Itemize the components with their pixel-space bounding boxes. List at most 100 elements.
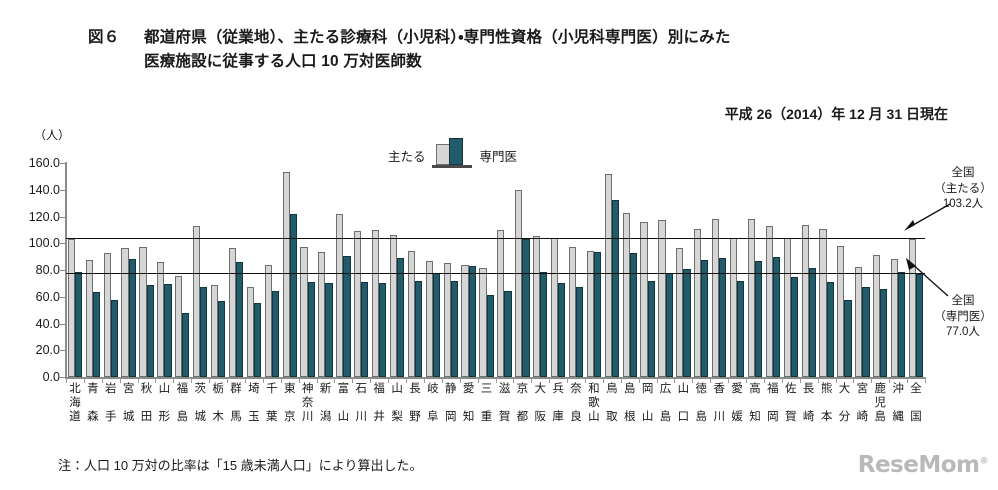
bar-spec[interactable] [200, 287, 208, 377]
bar-group[interactable] [889, 163, 907, 377]
bar-group[interactable] [245, 163, 263, 377]
bar-main[interactable] [819, 229, 827, 377]
bar-main[interactable] [103, 252, 111, 377]
bar-spec[interactable] [719, 257, 727, 377]
bar-main[interactable] [246, 286, 254, 377]
bar-group[interactable] [173, 163, 191, 377]
bar-group[interactable] [66, 163, 84, 377]
bar-main[interactable] [640, 221, 648, 377]
bar-group[interactable] [263, 163, 281, 377]
bar-main[interactable] [318, 251, 326, 377]
bar-group[interactable] [907, 163, 925, 377]
bar-spec[interactable] [379, 282, 387, 377]
bar-spec[interactable] [74, 272, 83, 377]
bar-main[interactable] [604, 173, 612, 377]
bar-spec[interactable] [218, 300, 226, 377]
bar-main[interactable] [300, 247, 308, 377]
bar-spec[interactable] [862, 286, 870, 377]
bar-spec[interactable] [647, 281, 655, 377]
bar-spec[interactable] [683, 268, 691, 377]
bar-main[interactable] [568, 246, 577, 377]
bar-spec[interactable] [916, 274, 924, 377]
bar-spec[interactable] [397, 257, 405, 377]
bar-group[interactable] [710, 163, 728, 377]
bar-main[interactable] [783, 237, 791, 377]
bar-spec[interactable] [844, 300, 852, 377]
bar-group[interactable] [281, 163, 299, 377]
bar-main[interactable] [747, 219, 755, 377]
bar-spec[interactable] [790, 276, 798, 377]
bar-spec[interactable] [271, 291, 279, 377]
bar-spec[interactable] [450, 281, 458, 377]
bar-group[interactable] [84, 163, 102, 377]
bar-group[interactable] [388, 163, 406, 377]
bar-group[interactable] [370, 163, 388, 377]
bar-group[interactable] [478, 163, 496, 377]
bar-group[interactable] [549, 163, 567, 377]
bar-main[interactable] [67, 238, 75, 377]
bar-group[interactable] [621, 163, 639, 377]
bar-main[interactable] [550, 237, 559, 377]
bar-main[interactable] [121, 247, 129, 377]
bar-spec[interactable] [253, 303, 262, 377]
bar-spec[interactable] [146, 285, 154, 377]
bar-spec[interactable] [236, 261, 244, 377]
bar-group[interactable] [155, 163, 173, 377]
bar-group[interactable] [853, 163, 871, 377]
bar-group[interactable] [836, 163, 854, 377]
bar-group[interactable] [424, 163, 442, 377]
bar-spec[interactable] [307, 282, 315, 377]
bar-main[interactable] [908, 238, 917, 377]
bar-main[interactable] [372, 229, 380, 377]
bar-main[interactable] [622, 212, 630, 377]
bar-group[interactable] [442, 163, 460, 377]
bar-group[interactable] [639, 163, 657, 377]
bar-spec[interactable] [504, 290, 512, 377]
bar-main[interactable] [676, 247, 684, 377]
bar-main[interactable] [264, 265, 272, 377]
bar-spec[interactable] [325, 282, 333, 377]
bar-spec[interactable] [289, 213, 297, 377]
bar-spec[interactable] [611, 200, 619, 377]
bar-spec[interactable] [629, 252, 637, 377]
bar-spec[interactable] [593, 251, 602, 377]
bar-group[interactable] [585, 163, 603, 377]
bar-spec[interactable] [754, 261, 763, 377]
bar-group[interactable] [209, 163, 227, 377]
bar-group[interactable] [102, 163, 120, 377]
bar-spec[interactable] [737, 280, 745, 377]
bar-group[interactable] [191, 163, 209, 377]
bar-main[interactable] [389, 234, 398, 377]
bar-group[interactable] [138, 163, 156, 377]
bar-spec[interactable] [361, 282, 369, 377]
bar-main[interactable] [837, 245, 845, 377]
bar-main[interactable] [354, 231, 362, 377]
bar-group[interactable] [692, 163, 710, 377]
bar-group[interactable] [674, 163, 692, 377]
bar-main[interactable] [282, 172, 290, 377]
bar-spec[interactable] [808, 268, 816, 377]
bar-group[interactable] [120, 163, 138, 377]
bar-main[interactable] [228, 247, 236, 377]
bar-group[interactable] [871, 163, 889, 377]
bar-main[interactable] [85, 259, 93, 377]
bar-main[interactable] [443, 263, 451, 377]
bar-main[interactable] [515, 189, 523, 377]
bar-main[interactable] [873, 255, 881, 377]
bar-main[interactable] [461, 265, 469, 377]
bar-main[interactable] [533, 235, 541, 377]
bar-spec[interactable] [772, 256, 781, 377]
bar-group[interactable] [746, 163, 764, 377]
bar-spec[interactable] [576, 287, 584, 377]
bar-spec[interactable] [468, 266, 476, 377]
bar-main[interactable] [765, 225, 773, 377]
bar-spec[interactable] [540, 272, 548, 377]
bar-main[interactable] [139, 247, 147, 377]
bar-group[interactable] [531, 163, 549, 377]
bar-main[interactable] [712, 219, 720, 377]
bar-spec[interactable] [826, 282, 834, 377]
bar-main[interactable] [157, 261, 165, 377]
bar-spec[interactable] [486, 295, 494, 377]
bar-spec[interactable] [880, 288, 888, 377]
bar-group[interactable] [818, 163, 836, 377]
